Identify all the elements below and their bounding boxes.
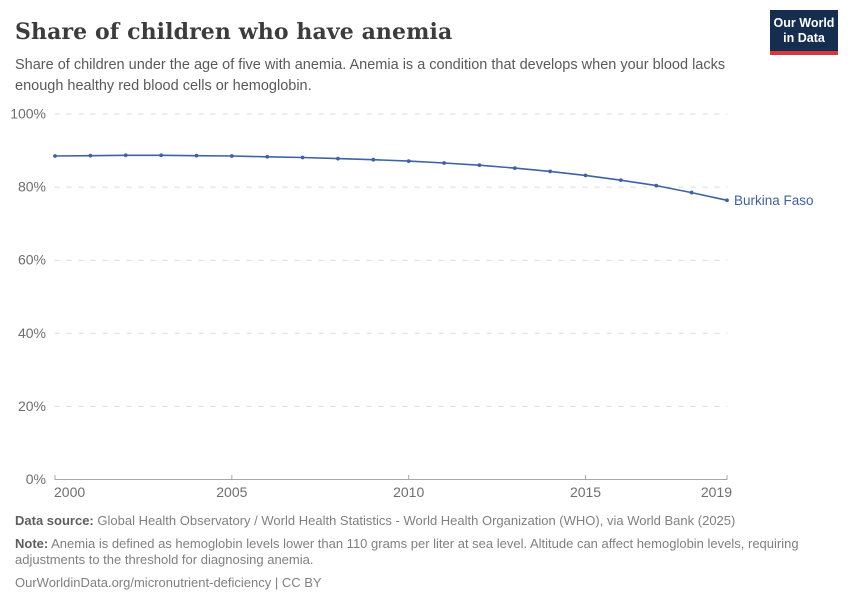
owid-logo-text: Our World in Data <box>770 10 838 51</box>
data-point[interactable] <box>512 166 517 170</box>
series-end-label: Burkina Faso <box>734 193 814 208</box>
x-axis-tick-label: 2019 <box>701 484 732 500</box>
x-axis-tick-label: 2005 <box>216 484 247 500</box>
x-axis-tick-label: 2010 <box>393 484 424 500</box>
owid-logo-line2: in Data <box>783 31 825 45</box>
data-line[interactable] <box>54 154 728 202</box>
data-point[interactable] <box>123 153 128 158</box>
chart-footer: Data source: Global Health Observatory /… <box>0 509 850 591</box>
note-text: Anemia is defined as hemoglobin levels l… <box>15 536 799 567</box>
data-point[interactable] <box>159 153 164 158</box>
data-point[interactable] <box>654 183 659 188</box>
y-axis-tick-label: 100% <box>10 106 46 122</box>
data-point[interactable] <box>583 173 588 178</box>
data-source-label: Data source: <box>15 513 94 528</box>
license-line[interactable]: OurWorldinData.org/micronutrient-deficie… <box>15 575 322 590</box>
y-axis-tick-label: 60% <box>18 252 46 268</box>
data-point[interactable] <box>548 169 553 174</box>
data-source-line: Data source: Global Health Observatory /… <box>15 513 825 529</box>
data-point[interactable] <box>371 157 376 162</box>
chart-svg[interactable]: 0% 20% 40% 60% 80% 100% 2000 2005 2010 2015 2019 Bu… <box>0 99 850 509</box>
data-point[interactable] <box>194 153 199 158</box>
data-source-text: Global Health Observatory / World Health… <box>97 513 736 528</box>
data-point[interactable] <box>618 178 623 183</box>
data-point[interactable] <box>53 154 57 158</box>
data-point[interactable] <box>265 154 270 159</box>
y-axis-tick-label: 20% <box>18 398 46 414</box>
chart-header: Our World in Data Share of children who h… <box>0 0 850 97</box>
data-point[interactable] <box>725 198 729 203</box>
note-label: Note: <box>15 536 49 551</box>
x-axis-tick-label: 2000 <box>54 484 85 500</box>
line-chart[interactable]: 0% 20% 40% 60% 80% 100% 2000 2005 2010 2015 2019 Bu… <box>0 99 850 509</box>
page-title: Share of children who have anemia <box>15 19 453 45</box>
owid-logo[interactable]: Our World in Data <box>770 10 838 55</box>
chart-subtitle: Share of children under the age of five … <box>15 57 726 94</box>
y-axis-tick-label: 80% <box>18 179 46 195</box>
data-point[interactable] <box>689 190 694 195</box>
owid-logo-red-bar <box>770 51 838 55</box>
data-point[interactable] <box>300 155 305 160</box>
data-point[interactable] <box>406 159 411 164</box>
owid-logo-line1: Our World <box>773 16 835 30</box>
data-point[interactable] <box>442 161 446 165</box>
x-axis-tick-label: 2015 <box>570 484 601 500</box>
note-line: Note: Anemia is defined as hemoglobin le… <box>15 536 825 568</box>
data-point[interactable] <box>88 153 93 158</box>
data-point[interactable] <box>477 163 482 168</box>
y-axis-tick-label: 40% <box>18 325 46 341</box>
data-point[interactable] <box>229 154 234 158</box>
data-point[interactable] <box>336 156 340 161</box>
y-axis-tick-label: 0% <box>26 471 46 487</box>
